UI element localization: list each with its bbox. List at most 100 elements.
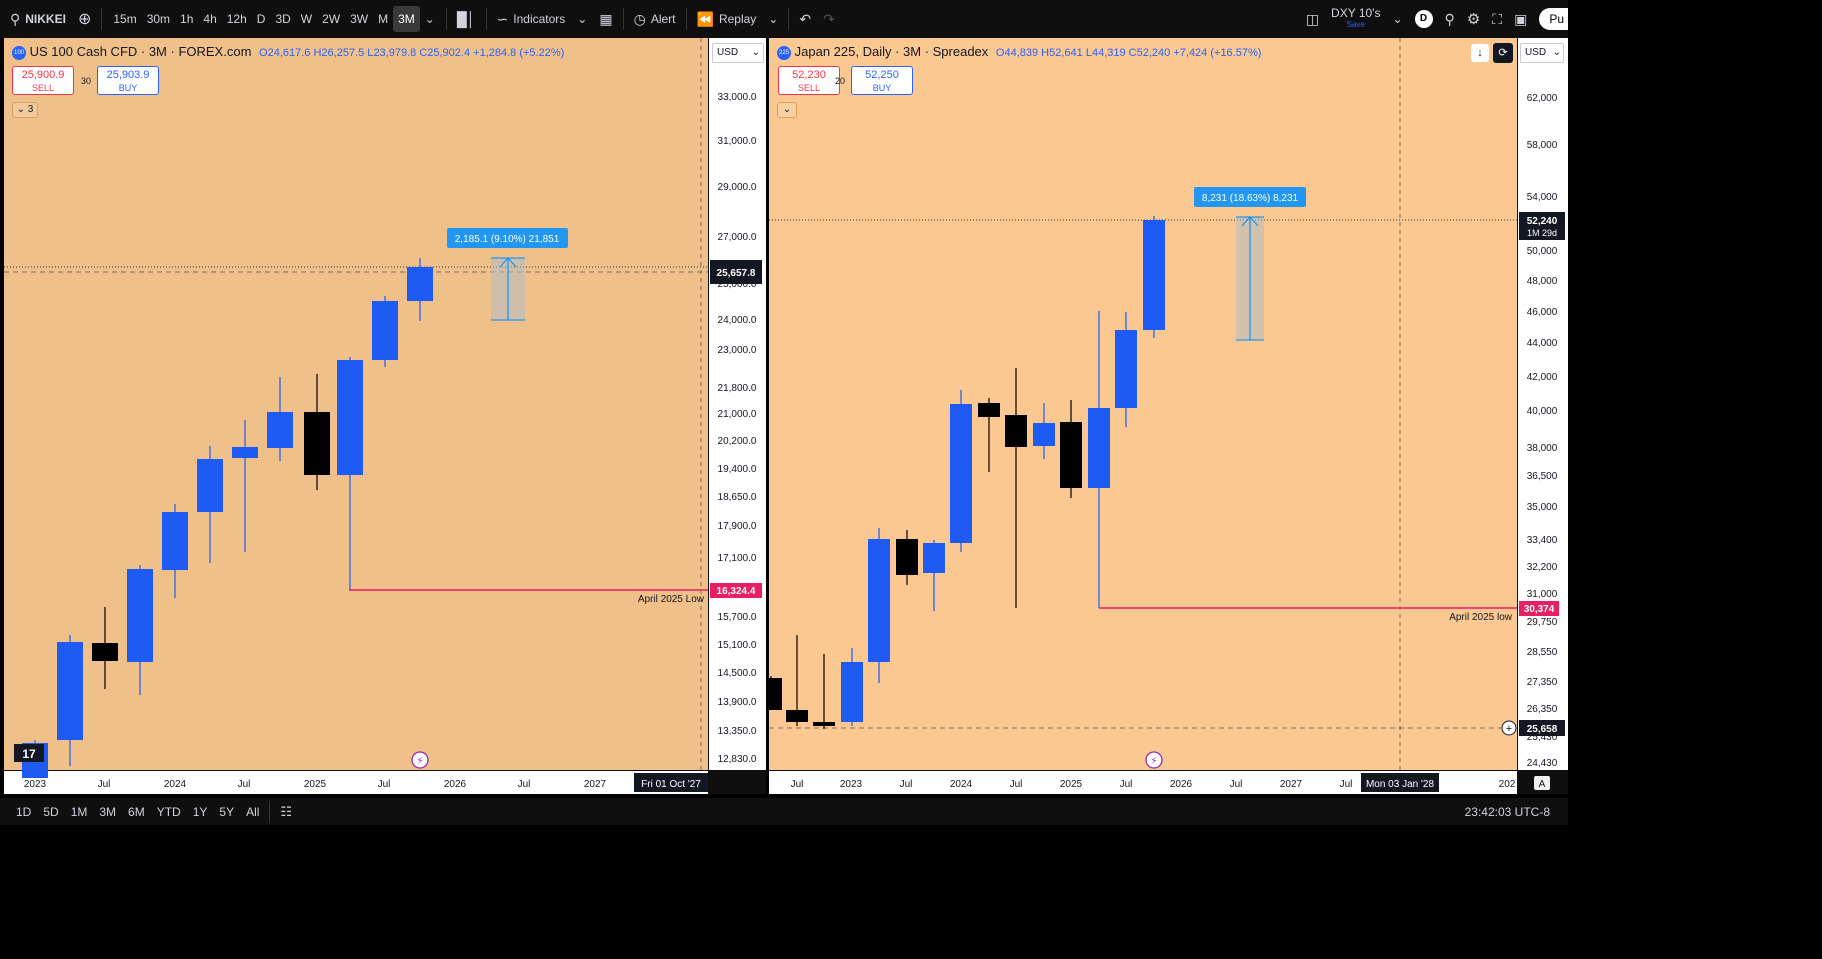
y-tick-label: 26,350 (1527, 704, 1558, 715)
symbol-name: NIKKEI (25, 12, 66, 26)
chevron-down-icon[interactable]: ⌄ (424, 12, 435, 26)
x-tick-label: Jul (378, 779, 391, 790)
candle-body (57, 642, 83, 740)
templates-button[interactable]: ▦ (593, 0, 618, 38)
range-1y[interactable]: 1Y (192, 804, 208, 819)
buy-button[interactable]: 52,250 BUY (851, 66, 913, 95)
x-axis-ticks: 2023 Jul 2024 Jul 2025 Jul 2026 Jul 2027 (24, 779, 607, 790)
candle-body (841, 662, 863, 722)
timeframe-12h[interactable]: 12h (226, 12, 247, 26)
currency-select[interactable]: USD ⌄ (712, 43, 764, 63)
compare-button[interactable]: ⊕ (72, 0, 97, 38)
range-6m[interactable]: 6M (128, 804, 145, 819)
chevron-down-icon: ⌄ (1392, 12, 1403, 26)
indicator-collapse-button[interactable]: ⌄ (777, 102, 797, 118)
alert-button[interactable]: ◷ Alert (628, 0, 682, 38)
currency-select[interactable]: USD ⌄ (1520, 43, 1564, 63)
buy-price: 52,250 (865, 69, 899, 81)
right-chart-panel: 62,000 58,000 54,000 50,000 48,000 46,000 44,0… (769, 38, 1568, 794)
time-scale[interactable] (4, 771, 708, 794)
candles-icon: █│ (456, 11, 476, 27)
fullscreen-button[interactable]: ⛶ (1486, 0, 1508, 38)
timeframe-30m[interactable]: 30m (146, 12, 171, 26)
y-tick-label: 17,100.0 (718, 553, 757, 564)
flash-icon[interactable] (1145, 751, 1163, 769)
left-chart[interactable]: 33,000.0 31,000.0 29,000.0 27,000.0 25,000.0… (4, 38, 766, 794)
layout-button[interactable]: ◫ (1300, 0, 1325, 38)
y-axis-ticks: 33,000.0 31,000.0 29,000.0 27,000.0 25,000.0… (718, 92, 757, 765)
layout-name-button[interactable]: DXY 10's Save (1325, 0, 1386, 38)
timeframe-3d[interactable]: 3D (275, 12, 291, 26)
logo-glyph: 17 (22, 747, 36, 761)
range-ytd[interactable]: YTD (156, 804, 181, 819)
replay-button[interactable]: ⏪ Replay (691, 0, 763, 38)
sell-button[interactable]: 52,230 SELL (778, 66, 840, 95)
separator (101, 8, 103, 30)
layout-dropdown[interactable]: ⌄ (1386, 0, 1408, 38)
magic-search-icon: ⚲ (1444, 10, 1455, 27)
redo-button[interactable]: ↷ (817, 0, 841, 38)
right-legend: 225 Japan 225, Daily · 3M · Spreadex O44… (777, 44, 1261, 60)
auto-scale-button[interactable] (1534, 776, 1550, 790)
avatar-letter: D (1414, 10, 1433, 28)
indicators-dropdown[interactable]: ⌄ (571, 0, 593, 38)
chart-title[interactable]: US 100 Cash CFD · 3M · FOREX.com (29, 44, 252, 59)
timeframe-2w[interactable]: 2W (322, 12, 341, 26)
timeframe-d[interactable]: D (256, 12, 266, 26)
price-scale[interactable] (709, 38, 766, 770)
candle-body (1005, 415, 1027, 447)
timeframe-w[interactable]: W (300, 12, 313, 26)
undo-button[interactable]: ↶ (793, 0, 817, 38)
range-5y[interactable]: 5Y (219, 804, 235, 819)
range-3m[interactable]: 3M (99, 804, 117, 819)
y-tick-label: 15,100.0 (718, 640, 757, 651)
candle-body (267, 412, 293, 448)
timeframe-4h[interactable]: 4h (203, 12, 217, 26)
chart-type-button[interactable]: █│ (451, 0, 482, 38)
y-tick-label: 29,750 (1527, 617, 1558, 628)
goto-date-button[interactable]: ☷ (274, 804, 298, 820)
timeframe-15m[interactable]: 15m (113, 12, 137, 26)
sync-button[interactable]: ⟳ (1493, 43, 1513, 63)
quick-search-button[interactable]: ⚲ (1439, 0, 1461, 38)
settings-button[interactable]: ⚙ (1461, 0, 1486, 38)
snapshot-button[interactable]: ▣ (1508, 0, 1533, 38)
clock[interactable]: 23:42:03 UTC-8 (1464, 804, 1550, 819)
sell-button[interactable]: 25,900.9 SELL (12, 66, 74, 95)
chart-title[interactable]: Japan 225, Daily · 3M · Spreadex (794, 44, 989, 59)
range-all[interactable]: All (246, 804, 260, 819)
range-1m[interactable]: 1M (70, 804, 88, 819)
undo-icon: ↶ (799, 10, 812, 27)
right-chart[interactable]: 62,000 58,000 54,000 50,000 48,000 46,000 44,0… (769, 38, 1568, 794)
timeframe-3m[interactable]: 3M (393, 6, 420, 32)
x-tick-label: 2027 (584, 779, 607, 790)
price-scale[interactable] (1518, 38, 1568, 770)
add-alert-icon[interactable] (1501, 720, 1517, 736)
time-scale[interactable] (769, 771, 1517, 794)
replay-dropdown[interactable]: ⌄ (762, 0, 784, 38)
indicators-button[interactable]: ∽ Indicators (491, 0, 572, 38)
timeframe-3w[interactable]: 3W (350, 12, 369, 26)
y-tick-label: 27,000.0 (718, 232, 757, 243)
scroll-down-button[interactable]: ↓ (1471, 44, 1489, 62)
symbol-search[interactable]: ⚲ NIKKEI (0, 0, 72, 38)
range-5d[interactable]: 5D (43, 804, 59, 819)
timeframe-1h[interactable]: 1h (180, 12, 194, 26)
buy-button[interactable]: 25,903.9 BUY (97, 66, 159, 95)
timeframe-m[interactable]: M (378, 12, 389, 26)
flash-icon[interactable] (411, 751, 429, 769)
ohlc-close: 52,240 (1136, 47, 1171, 59)
candle-body (813, 722, 835, 726)
avatar[interactable]: D (1409, 0, 1439, 38)
spread-value: 20 (835, 76, 846, 86)
range-1d[interactable]: 1D (16, 804, 32, 819)
candle-body (896, 539, 918, 575)
ohlc-close: 25,902.4 (427, 47, 471, 59)
publish-button[interactable]: Pu (1533, 0, 1568, 38)
x-tick-label: 2025 (1060, 779, 1083, 790)
indicator-collapse-button[interactable]: ⌄ 3 (12, 102, 38, 118)
sync-icon: ⟳ (1498, 47, 1508, 59)
y-tick-label: 27,350 (1527, 677, 1558, 688)
date-marker: Mon 03 Jan '28 (1366, 779, 1435, 790)
crosshair-price: 25,658 (1527, 724, 1558, 735)
